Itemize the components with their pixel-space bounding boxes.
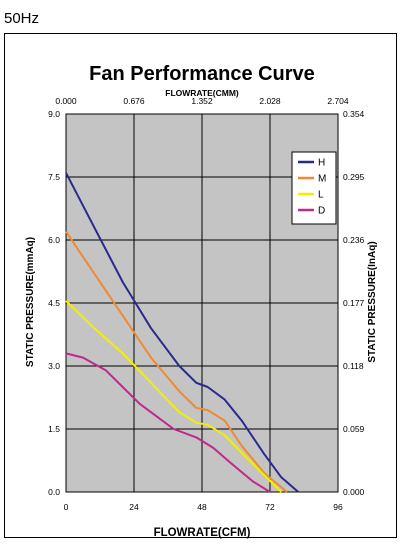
y-tick-label: 7.5 <box>48 172 60 182</box>
x-axis-label: FLOWRATE(CFM) <box>154 527 251 539</box>
frequency-label: 50Hz <box>4 10 40 27</box>
x-tick-label: 72 <box>265 502 275 512</box>
legend-box <box>291 151 337 225</box>
legend-label-H: H <box>318 158 325 169</box>
x2-tick-label: 0.676 <box>123 96 145 106</box>
chart-frame <box>4 33 397 538</box>
y-tick-label: 3.0 <box>48 361 60 371</box>
y2-tick-label: 0.059 <box>343 424 365 434</box>
y-tick-label: 6.0 <box>48 235 60 245</box>
y2-axis-label: STATIC PRESSURE(InAq) <box>367 241 378 362</box>
y2-tick-label: 0.177 <box>343 298 365 308</box>
x2-tick-label: 0.000 <box>55 96 77 106</box>
tick-labels: 0 0.000 24 0.676 48 1.352 72 2.028 96 2.704 0.0 0.0… <box>48 96 364 512</box>
series-line-M <box>65 231 288 493</box>
series-line-L <box>65 300 283 493</box>
y-tick-label: 9.0 <box>48 109 60 119</box>
x2-tick-label: 1.352 <box>191 96 213 106</box>
x2-tick-label: 2.028 <box>259 96 281 106</box>
y-tick-label: 0.0 <box>48 487 60 497</box>
legend-label-D: D <box>318 206 325 217</box>
y-tick-label: 4.5 <box>48 298 60 308</box>
x-tick-label: 0 <box>64 502 69 512</box>
y2-tick-label: 0.236 <box>343 235 365 245</box>
y-axis-label: STATIC PRESSURE(mmAq) <box>25 237 36 367</box>
series-line-D <box>65 352 271 493</box>
x2-axis-label: FLOWRATE(CMM) <box>165 88 239 98</box>
x-tick-label: 24 <box>129 502 139 512</box>
y-tick-label: 1.5 <box>48 424 60 434</box>
x-tick-label: 96 <box>333 502 343 512</box>
series-lines <box>65 172 299 493</box>
y2-tick-label: 0.354 <box>343 109 365 119</box>
x2-tick-label: 2.704 <box>327 96 349 106</box>
legend-label-M: M <box>318 174 326 185</box>
legend-label-L: L <box>318 190 324 201</box>
y2-tick-label: 0.000 <box>343 487 365 497</box>
x-tick-label: 48 <box>197 502 207 512</box>
grid-lines <box>66 114 338 492</box>
series-line-H <box>65 172 299 493</box>
y2-tick-label: 0.295 <box>343 172 365 182</box>
chart-title: Fan Performance Curve <box>89 63 315 85</box>
y2-tick-label: 0.118 <box>343 361 364 371</box>
